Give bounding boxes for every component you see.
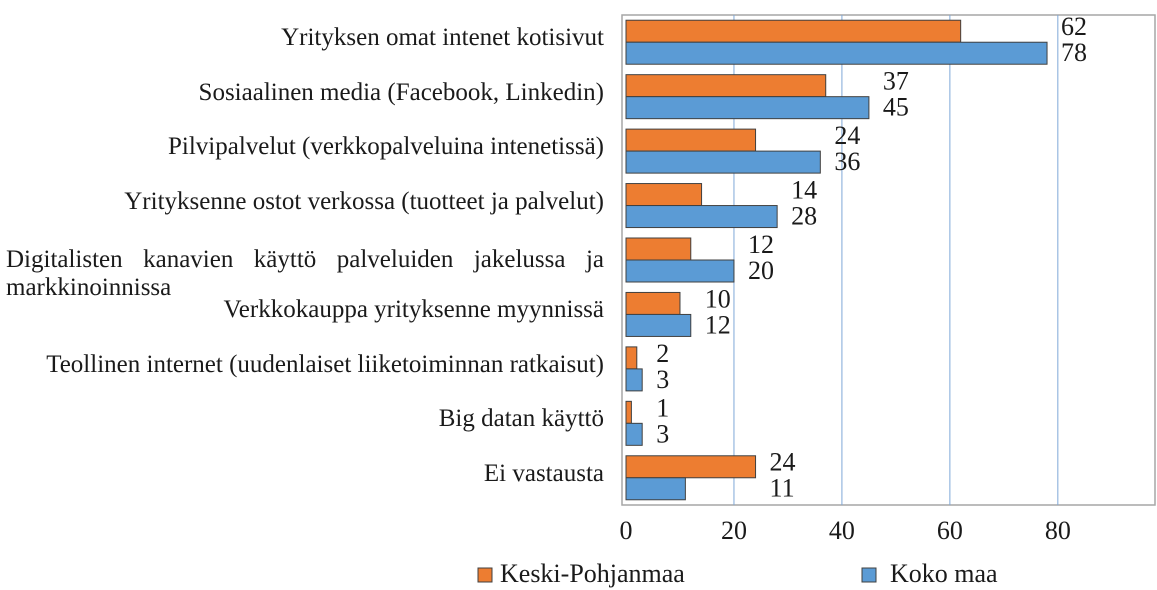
legend-label: Keski-Pohjanmaa <box>500 559 685 588</box>
value-label: 28 <box>791 202 817 231</box>
bar <box>625 455 757 479</box>
category-label: Sosiaalinen media (Facebook, Linkedin) <box>198 78 604 106</box>
legend-swatch <box>861 567 877 583</box>
category-label: Big datan käyttö <box>438 405 604 433</box>
category-label: Teollinen internet (uudenlaiset liiketoi… <box>46 350 604 378</box>
bar <box>625 74 827 98</box>
category-label: Yrityksenne ostot verkossa (tuotteet ja … <box>124 187 604 215</box>
category-label: Ei vastausta <box>483 459 604 487</box>
category-label: Yrityksen omat intenet kotisivut <box>281 24 604 52</box>
category-label: Digitalisten kanavien käyttö palveluiden… <box>6 246 604 301</box>
value-label: 12 <box>705 310 731 339</box>
legend-swatch <box>477 567 493 583</box>
x-tick-label: 80 <box>1045 516 1071 545</box>
value-label: 45 <box>883 93 909 122</box>
bar <box>625 259 735 283</box>
bar <box>625 237 692 261</box>
bar <box>625 205 778 229</box>
value-label: 62 <box>1061 12 1087 41</box>
value-label: 1 <box>656 393 669 422</box>
value-label: 14 <box>791 176 817 205</box>
bar <box>625 477 686 501</box>
bar <box>625 291 681 315</box>
bar <box>625 368 643 392</box>
x-tick-label: 40 <box>829 516 855 545</box>
bar <box>625 400 632 424</box>
bar <box>625 183 703 207</box>
value-label: 10 <box>705 284 731 313</box>
value-label: 12 <box>748 230 774 259</box>
x-tick-label: 20 <box>721 516 747 545</box>
value-label: 36 <box>834 147 860 176</box>
bar <box>625 150 821 174</box>
value-label: 24 <box>770 448 796 477</box>
value-label: 37 <box>883 67 909 96</box>
bar <box>625 96 870 120</box>
bar <box>625 313 692 337</box>
x-tick-label: 60 <box>937 516 963 545</box>
bar <box>625 128 757 152</box>
value-label: 24 <box>834 121 860 150</box>
category-label: Verkkokauppa yrityksenne myynnissä <box>223 296 604 324</box>
value-label: 2 <box>656 339 669 368</box>
value-label: 3 <box>656 365 669 394</box>
value-label: 20 <box>748 256 774 285</box>
plot-frame <box>621 14 1156 506</box>
bar <box>625 19 962 43</box>
legend-label: Koko maa <box>890 559 998 588</box>
value-label: 3 <box>656 419 669 448</box>
bar <box>625 422 643 446</box>
value-label: 11 <box>770 474 795 503</box>
bar <box>625 346 638 370</box>
bar <box>625 41 1048 65</box>
x-tick-label: 0 <box>620 516 633 545</box>
category-label: Pilvipalvelut (verkkopalveluina inteneti… <box>168 133 604 161</box>
value-label: 78 <box>1061 38 1087 67</box>
